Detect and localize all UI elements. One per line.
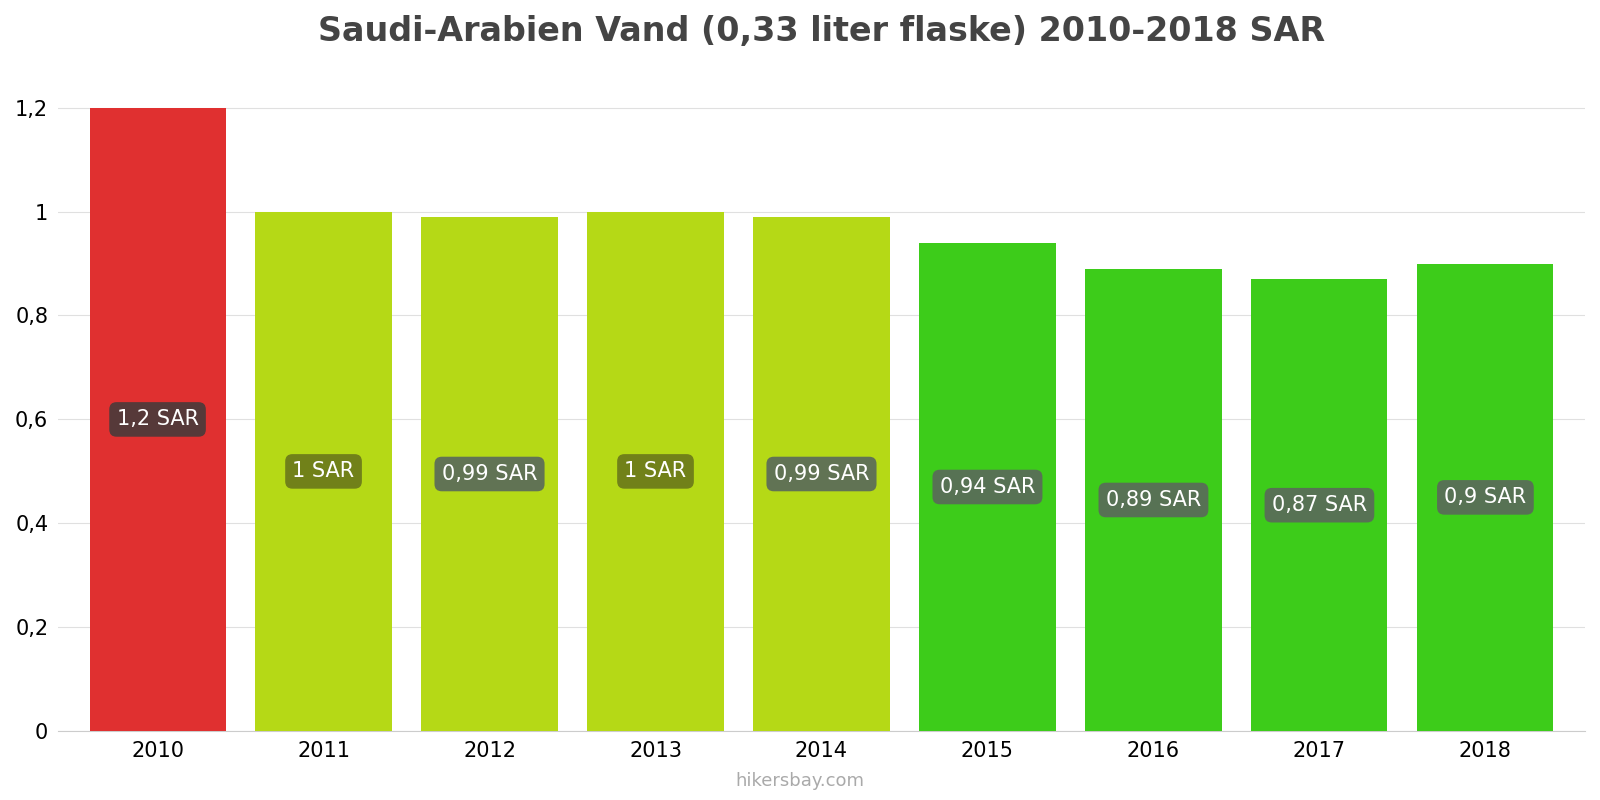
- Bar: [1085, 269, 1221, 731]
- Bar: [587, 211, 723, 731]
- Text: 1 SAR: 1 SAR: [624, 462, 686, 482]
- Text: 0,94 SAR: 0,94 SAR: [939, 477, 1035, 497]
- Bar: [1418, 263, 1554, 731]
- Bar: [90, 107, 226, 731]
- Bar: [421, 217, 557, 731]
- Bar: [754, 217, 890, 731]
- Text: 1 SAR: 1 SAR: [293, 462, 355, 482]
- Text: 0,99 SAR: 0,99 SAR: [442, 464, 538, 484]
- Bar: [920, 242, 1056, 731]
- Bar: [1251, 279, 1387, 731]
- Text: 0,9 SAR: 0,9 SAR: [1445, 487, 1526, 507]
- Title: Saudi-Arabien Vand (0,33 liter flaske) 2010-2018 SAR: Saudi-Arabien Vand (0,33 liter flaske) 2…: [318, 15, 1325, 48]
- Text: hikersbay.com: hikersbay.com: [736, 773, 864, 790]
- Text: 0,87 SAR: 0,87 SAR: [1272, 495, 1366, 515]
- Bar: [256, 211, 392, 731]
- Text: 1,2 SAR: 1,2 SAR: [117, 410, 198, 430]
- Text: 0,99 SAR: 0,99 SAR: [774, 464, 869, 484]
- Text: 0,89 SAR: 0,89 SAR: [1106, 490, 1202, 510]
